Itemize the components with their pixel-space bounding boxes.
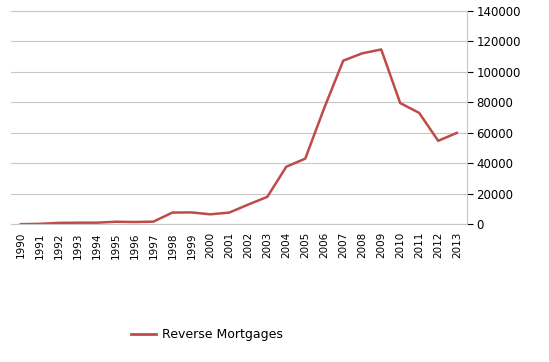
Legend: Reverse Mortgages: Reverse Mortgages	[126, 323, 288, 346]
